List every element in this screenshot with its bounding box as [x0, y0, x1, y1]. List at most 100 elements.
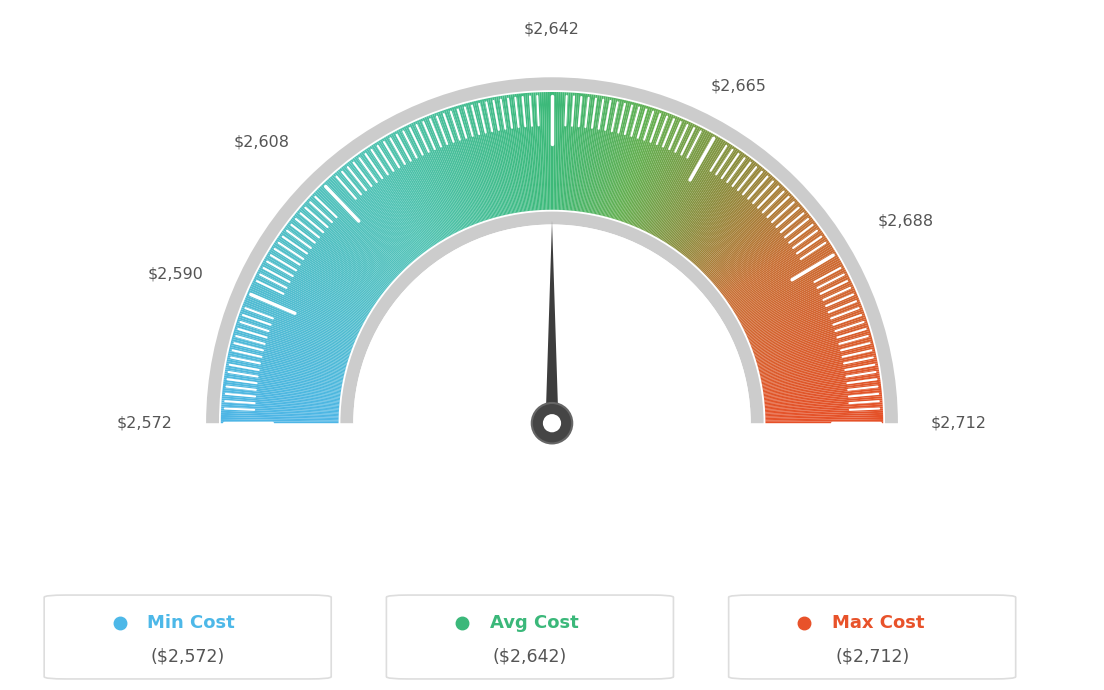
- FancyBboxPatch shape: [44, 595, 331, 679]
- Wedge shape: [751, 302, 861, 346]
- Wedge shape: [660, 138, 722, 240]
- Wedge shape: [764, 382, 881, 397]
- Wedge shape: [757, 331, 871, 365]
- Wedge shape: [740, 266, 845, 323]
- Wedge shape: [378, 140, 442, 242]
- Wedge shape: [595, 99, 620, 215]
- Wedge shape: [753, 313, 866, 353]
- Wedge shape: [750, 297, 859, 344]
- Wedge shape: [723, 225, 819, 297]
- Wedge shape: [238, 315, 350, 355]
- Wedge shape: [725, 230, 822, 300]
- Wedge shape: [289, 220, 383, 293]
- Wedge shape: [726, 232, 824, 301]
- Wedge shape: [221, 411, 339, 417]
- Wedge shape: [566, 92, 577, 210]
- Wedge shape: [231, 341, 346, 371]
- Wedge shape: [588, 97, 611, 213]
- Wedge shape: [650, 129, 707, 235]
- Wedge shape: [746, 288, 856, 337]
- Wedge shape: [614, 106, 650, 219]
- Wedge shape: [519, 93, 532, 211]
- Wedge shape: [382, 138, 444, 240]
- Wedge shape: [224, 373, 341, 393]
- Wedge shape: [287, 224, 382, 295]
- Wedge shape: [248, 288, 358, 337]
- Wedge shape: [309, 197, 396, 278]
- Wedge shape: [335, 172, 413, 262]
- Wedge shape: [535, 92, 542, 210]
- Wedge shape: [264, 258, 367, 318]
- Wedge shape: [620, 110, 660, 221]
- Wedge shape: [762, 359, 878, 383]
- Wedge shape: [265, 257, 368, 317]
- Wedge shape: [486, 98, 511, 214]
- Wedge shape: [411, 123, 463, 230]
- Wedge shape: [459, 105, 493, 218]
- Wedge shape: [764, 388, 881, 402]
- Wedge shape: [755, 323, 868, 359]
- Wedge shape: [596, 99, 623, 215]
- Wedge shape: [223, 388, 340, 402]
- Wedge shape: [700, 185, 783, 270]
- Wedge shape: [730, 241, 829, 306]
- Wedge shape: [466, 103, 498, 217]
- Wedge shape: [678, 155, 749, 251]
- Wedge shape: [703, 189, 787, 273]
- Wedge shape: [758, 337, 872, 369]
- Wedge shape: [559, 92, 564, 210]
- Wedge shape: [570, 93, 581, 210]
- Wedge shape: [682, 161, 756, 255]
- Wedge shape: [222, 398, 339, 408]
- Wedge shape: [652, 131, 710, 235]
- Wedge shape: [658, 136, 719, 239]
- Wedge shape: [612, 105, 647, 219]
- Wedge shape: [531, 92, 540, 210]
- Wedge shape: [672, 149, 740, 248]
- Wedge shape: [235, 325, 348, 361]
- Wedge shape: [326, 180, 407, 268]
- Wedge shape: [282, 230, 379, 300]
- Wedge shape: [636, 119, 683, 227]
- Wedge shape: [553, 92, 556, 210]
- Wedge shape: [385, 136, 446, 239]
- Wedge shape: [368, 147, 434, 246]
- Wedge shape: [638, 120, 688, 228]
- Wedge shape: [745, 284, 853, 335]
- Wedge shape: [556, 92, 561, 210]
- Wedge shape: [651, 130, 708, 235]
- Wedge shape: [578, 95, 595, 212]
- Wedge shape: [496, 97, 518, 213]
- Wedge shape: [571, 93, 583, 210]
- Wedge shape: [734, 251, 836, 313]
- Wedge shape: [330, 176, 410, 265]
- Wedge shape: [246, 293, 355, 341]
- Wedge shape: [754, 315, 866, 355]
- Wedge shape: [676, 152, 745, 250]
- Wedge shape: [291, 217, 385, 291]
- Wedge shape: [468, 102, 499, 217]
- Wedge shape: [649, 128, 704, 234]
- Wedge shape: [704, 190, 789, 274]
- Wedge shape: [745, 282, 852, 333]
- Wedge shape: [266, 255, 369, 316]
- Wedge shape: [689, 169, 766, 260]
- Wedge shape: [274, 242, 373, 308]
- Wedge shape: [304, 203, 393, 282]
- Wedge shape: [761, 357, 877, 382]
- Wedge shape: [622, 110, 662, 222]
- Wedge shape: [256, 273, 362, 328]
- Wedge shape: [315, 190, 400, 274]
- Wedge shape: [750, 299, 860, 344]
- Wedge shape: [572, 93, 585, 211]
- Wedge shape: [321, 185, 404, 270]
- Text: $2,688: $2,688: [878, 214, 934, 229]
- Wedge shape: [603, 101, 633, 216]
- Wedge shape: [293, 215, 385, 290]
- Wedge shape: [611, 105, 645, 218]
- Wedge shape: [576, 94, 592, 211]
- Wedge shape: [764, 384, 881, 399]
- Wedge shape: [764, 390, 882, 403]
- Wedge shape: [707, 195, 794, 277]
- Wedge shape: [240, 311, 351, 352]
